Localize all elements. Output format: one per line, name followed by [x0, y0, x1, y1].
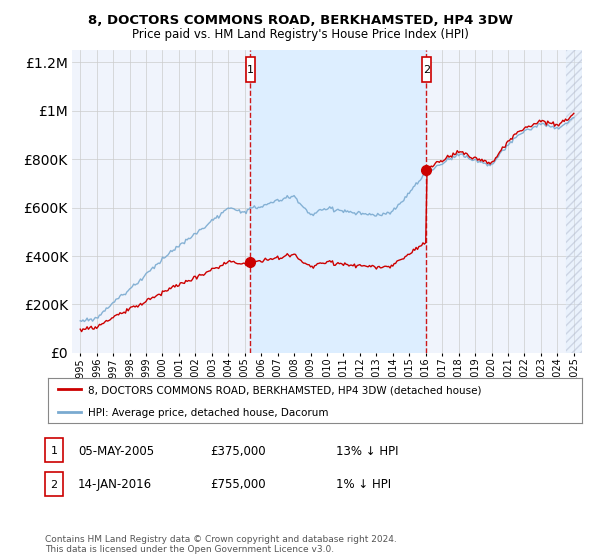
Bar — [566, 50, 582, 353]
FancyBboxPatch shape — [422, 57, 431, 82]
Text: £375,000: £375,000 — [210, 445, 266, 458]
Text: HPI: Average price, detached house, Dacorum: HPI: Average price, detached house, Daco… — [88, 408, 329, 418]
Text: 2: 2 — [50, 480, 58, 490]
Bar — [566, 50, 582, 353]
Text: 1: 1 — [50, 446, 58, 456]
Text: 05-MAY-2005: 05-MAY-2005 — [78, 445, 154, 458]
Text: £755,000: £755,000 — [210, 478, 266, 492]
Text: Price paid vs. HM Land Registry's House Price Index (HPI): Price paid vs. HM Land Registry's House … — [131, 28, 469, 41]
Text: Contains HM Land Registry data © Crown copyright and database right 2024.
This d: Contains HM Land Registry data © Crown c… — [45, 535, 397, 554]
Text: 14-JAN-2016: 14-JAN-2016 — [78, 478, 152, 492]
FancyBboxPatch shape — [246, 57, 255, 82]
Text: 13% ↓ HPI: 13% ↓ HPI — [336, 445, 398, 458]
Text: 1% ↓ HPI: 1% ↓ HPI — [336, 478, 391, 492]
Text: 1: 1 — [247, 65, 254, 74]
Bar — [250, 50, 427, 353]
Text: 8, DOCTORS COMMONS ROAD, BERKHAMSTED, HP4 3DW: 8, DOCTORS COMMONS ROAD, BERKHAMSTED, HP… — [88, 14, 512, 27]
Text: 2: 2 — [423, 65, 430, 74]
Text: 8, DOCTORS COMMONS ROAD, BERKHAMSTED, HP4 3DW (detached house): 8, DOCTORS COMMONS ROAD, BERKHAMSTED, HP… — [88, 385, 482, 395]
